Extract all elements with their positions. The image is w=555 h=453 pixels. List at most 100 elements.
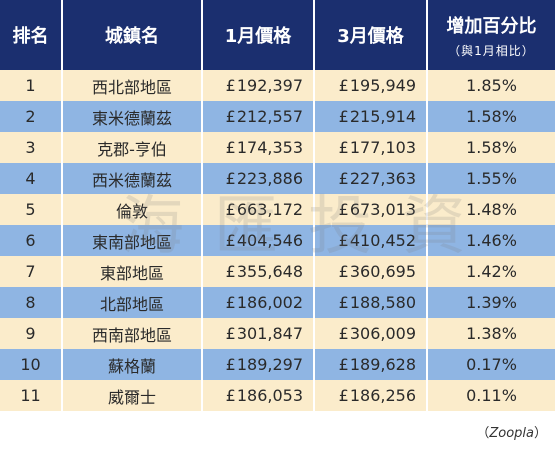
price-value: 360,695: [349, 262, 416, 281]
price-value: 189,628: [349, 355, 416, 374]
jan-price-cell: £301,847: [202, 318, 315, 349]
price-value: 227,363: [349, 169, 416, 188]
house-price-table-container: 排名 城鎮名 1月價格 3月價格 增加百分比 （與1月相比） 1 西北部地區 £19…: [0, 0, 555, 411]
price-value: 663,172: [236, 200, 303, 219]
jan-price-cell: £404,546: [202, 225, 315, 256]
currency-symbol: £: [338, 355, 349, 374]
source-open-paren: （: [476, 426, 490, 441]
price-value: 306,009: [349, 324, 416, 343]
house-price-table: 排名 城鎮名 1月價格 3月價格 增加百分比 （與1月相比） 1 西北部地區 £19…: [0, 0, 555, 411]
increase-cell: 1.58%: [427, 132, 555, 163]
source-close-paren: ）: [533, 426, 547, 441]
price-value: 301,847: [236, 324, 303, 343]
region-cell: 東部地區: [62, 256, 203, 287]
table-row: 3 克郡-亨伯 £174,353 £177,103 1.58%: [0, 132, 555, 163]
currency-symbol: £: [338, 293, 349, 312]
mar-price-cell: £673,013: [314, 194, 428, 225]
header-jan-price: 1月價格: [202, 0, 315, 70]
header-increase-label: 增加百分比: [446, 15, 537, 37]
price-value: 186,256: [349, 386, 416, 405]
table-row: 7 東部地區 £355,648 £360,695 1.42%: [0, 256, 555, 287]
rank-cell: 6: [0, 225, 63, 256]
mar-price-cell: £189,628: [314, 349, 428, 380]
increase-cell: 1.39%: [427, 287, 555, 318]
region-cell: 東米德蘭茲: [62, 101, 203, 132]
rank-cell: 1: [0, 70, 63, 101]
increase-cell: 1.38%: [427, 318, 555, 349]
region-cell: 東南部地區: [62, 225, 203, 256]
source-name: Zoopla: [489, 426, 534, 441]
price-value: 188,580: [349, 293, 416, 312]
region-cell: 威爾士: [62, 380, 203, 411]
increase-cell: 0.11%: [427, 380, 555, 411]
source-credit: （Zoopla）: [476, 422, 547, 441]
currency-symbol: £: [225, 324, 236, 343]
table-row: 11 威爾士 £186,053 £186,256 0.11%: [0, 380, 555, 411]
currency-symbol: £: [225, 138, 236, 157]
jan-price-cell: £355,648: [202, 256, 315, 287]
header-rank: 排名: [0, 0, 63, 70]
jan-price-cell: £223,886: [202, 163, 315, 194]
currency-symbol: £: [225, 386, 236, 405]
region-cell: 克郡-亨伯: [62, 132, 203, 163]
rank-cell: 9: [0, 318, 63, 349]
table-row: 10 蘇格蘭 £189,297 £189,628 0.17%: [0, 349, 555, 380]
increase-cell: 1.55%: [427, 163, 555, 194]
jan-price-cell: £174,353: [202, 132, 315, 163]
header-increase: 增加百分比 （與1月相比）: [427, 0, 555, 70]
jan-price-cell: £186,002: [202, 287, 315, 318]
currency-symbol: £: [338, 138, 349, 157]
price-value: 189,297: [236, 355, 303, 374]
currency-symbol: £: [225, 169, 236, 188]
mar-price-cell: £186,256: [314, 380, 428, 411]
price-value: 410,452: [349, 231, 416, 250]
table-header-row: 排名 城鎮名 1月價格 3月價格 增加百分比 （與1月相比）: [0, 0, 555, 70]
increase-cell: 1.85%: [427, 70, 555, 101]
header-region: 城鎮名: [62, 0, 203, 70]
table-row: 8 北部地區 £186,002 £188,580 1.39%: [0, 287, 555, 318]
mar-price-cell: £306,009: [314, 318, 428, 349]
region-cell: 倫敦: [62, 194, 203, 225]
region-cell: 蘇格蘭: [62, 349, 203, 380]
table-body: 1 西北部地區 £192,397 £195,949 1.85% 2 東米德蘭茲 £212,55…: [0, 70, 555, 411]
jan-price-cell: £212,557: [202, 101, 315, 132]
mar-price-cell: £195,949: [314, 70, 428, 101]
currency-symbol: £: [338, 76, 349, 95]
currency-symbol: £: [338, 200, 349, 219]
increase-cell: 1.42%: [427, 256, 555, 287]
jan-price-cell: £186,053: [202, 380, 315, 411]
jan-price-cell: £192,397: [202, 70, 315, 101]
header-increase-sub: （與1月相比）: [448, 43, 535, 58]
price-value: 174,353: [236, 138, 303, 157]
region-cell: 西北部地區: [62, 70, 203, 101]
price-value: 177,103: [349, 138, 416, 157]
mar-price-cell: £188,580: [314, 287, 428, 318]
region-cell: 西南部地區: [62, 318, 203, 349]
currency-symbol: £: [338, 231, 349, 250]
rank-cell: 5: [0, 194, 63, 225]
table-row: 2 東米德蘭茲 £212,557 £215,914 1.58%: [0, 101, 555, 132]
mar-price-cell: £215,914: [314, 101, 428, 132]
rank-cell: 4: [0, 163, 63, 194]
table-row: 1 西北部地區 £192,397 £195,949 1.85%: [0, 70, 555, 101]
mar-price-cell: £410,452: [314, 225, 428, 256]
table-row: 4 西米德蘭茲 £223,886 £227,363 1.55%: [0, 163, 555, 194]
price-value: 212,557: [236, 107, 303, 126]
price-value: 215,914: [349, 107, 416, 126]
currency-symbol: £: [225, 107, 236, 126]
currency-symbol: £: [225, 355, 236, 374]
mar-price-cell: £360,695: [314, 256, 428, 287]
mar-price-cell: £177,103: [314, 132, 428, 163]
increase-cell: 1.48%: [427, 194, 555, 225]
increase-cell: 0.17%: [427, 349, 555, 380]
price-value: 192,397: [236, 76, 303, 95]
price-value: 673,013: [349, 200, 416, 219]
currency-symbol: £: [338, 262, 349, 281]
price-value: 355,648: [236, 262, 303, 281]
currency-symbol: £: [225, 231, 236, 250]
jan-price-cell: £663,172: [202, 194, 315, 225]
rank-cell: 8: [0, 287, 63, 318]
currency-symbol: £: [338, 386, 349, 405]
price-value: 186,002: [236, 293, 303, 312]
price-value: 195,949: [349, 76, 416, 95]
